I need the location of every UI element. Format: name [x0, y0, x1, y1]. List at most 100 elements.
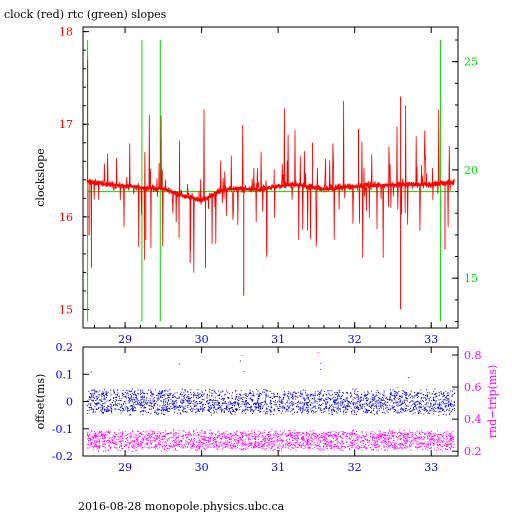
blue-offset-point — [243, 409, 244, 411]
blue-offset-point — [361, 393, 363, 395]
magenta-roundtrip-point — [246, 444, 248, 446]
blue-offset-point — [154, 411, 155, 413]
magenta-roundtrip-point — [157, 448, 159, 450]
magenta-roundtrip-point — [349, 447, 351, 449]
blue-offset-point — [343, 399, 345, 401]
magenta-roundtrip-point — [326, 446, 328, 448]
blue-offset-point — [391, 406, 393, 408]
magenta-roundtrip-point — [292, 432, 294, 434]
blue-offset-point — [299, 406, 301, 408]
blue-offset-point — [434, 388, 436, 390]
magenta-roundtrip-point — [397, 448, 399, 450]
blue-offset-point — [263, 401, 265, 403]
blue-offset-point — [335, 394, 337, 396]
blue-offset-point — [246, 397, 248, 399]
blue-offset-point — [288, 407, 289, 409]
blue-offset-point — [369, 403, 371, 405]
magenta-roundtrip-point — [227, 444, 229, 446]
blue-offset-point — [250, 392, 251, 394]
magenta-roundtrip-point — [337, 433, 339, 435]
blue-offset-point — [189, 392, 191, 394]
blue-offset-point — [251, 409, 253, 411]
blue-offset-point — [347, 409, 348, 411]
blue-offset-point — [326, 399, 328, 400]
magenta-roundtrip-point — [214, 441, 216, 443]
magenta-roundtrip-point — [208, 441, 210, 443]
blue-offset-point — [426, 397, 428, 399]
magenta-roundtrip-point — [276, 439, 278, 440]
blue-offset-point — [314, 399, 316, 401]
magenta-roundtrip-point — [192, 433, 194, 435]
magenta-roundtrip-point — [336, 431, 338, 433]
magenta-roundtrip-point — [287, 434, 289, 436]
blue-offset-point — [329, 408, 330, 410]
magenta-roundtrip-point — [334, 446, 336, 448]
blue-offset-point — [123, 409, 125, 411]
blue-offset-point — [299, 401, 301, 403]
magenta-roundtrip-point — [191, 447, 193, 449]
magenta-roundtrip-point — [174, 433, 176, 435]
magenta-roundtrip-point — [93, 446, 95, 448]
magenta-roundtrip-point — [310, 437, 312, 439]
magenta-roundtrip-point — [446, 435, 448, 437]
magenta-roundtrip-point — [147, 432, 149, 434]
blue-offset-point — [161, 405, 163, 407]
blue-offset-point — [307, 402, 309, 404]
blue-offset-point — [203, 393, 205, 395]
blue-offset-point — [426, 410, 428, 411]
blue-offset-point — [269, 408, 271, 410]
magenta-roundtrip-point — [167, 438, 169, 440]
magenta-roundtrip-point — [162, 439, 164, 441]
magenta-roundtrip-point — [105, 441, 107, 443]
blue-offset-point — [163, 403, 164, 405]
magenta-roundtrip-point — [438, 440, 440, 442]
blue-offset-point — [197, 389, 199, 391]
blue-offset-point — [195, 397, 197, 399]
blue-offset-point — [160, 395, 162, 397]
blue-offset-point — [446, 395, 448, 397]
magenta-roundtrip-point — [163, 444, 165, 446]
blue-offset-point — [438, 408, 440, 410]
blue-offset-point — [292, 397, 294, 399]
magenta-roundtrip-point — [353, 443, 355, 445]
blue-offset-point — [334, 400, 336, 402]
blue-offset-point — [332, 408, 334, 410]
magenta-roundtrip-point — [307, 433, 309, 435]
magenta-roundtrip-point — [350, 434, 351, 436]
blue-offset-point — [117, 403, 119, 405]
blue-offset-point — [367, 411, 369, 413]
magenta-roundtrip-point — [276, 450, 278, 452]
magenta-roundtrip-point — [323, 437, 325, 439]
magenta-roundtrip-point — [215, 434, 217, 436]
magenta-roundtrip-point — [253, 446, 255, 448]
blue-offset-point — [211, 404, 213, 406]
blue-offset-point — [186, 400, 188, 402]
blue-offset-point — [215, 411, 217, 413]
magenta-roundtrip-point — [330, 440, 332, 442]
magenta-roundtrip-point — [130, 436, 132, 438]
magenta-roundtrip-point — [140, 444, 142, 445]
blue-offset-point — [382, 399, 384, 401]
blue-offset-point — [141, 391, 143, 393]
magenta-roundtrip-point — [359, 447, 361, 449]
blue-offset-point — [226, 409, 228, 411]
magenta-roundtrip-point — [427, 443, 429, 445]
blue-offset-point — [350, 392, 352, 394]
blue-offset-point — [181, 395, 183, 397]
blue-offset-point — [155, 412, 157, 414]
blue-offset-point — [339, 410, 341, 412]
blue-offset-point — [359, 402, 361, 404]
magenta-roundtrip-point — [233, 439, 235, 441]
magenta-roundtrip-point — [97, 446, 99, 448]
magenta-roundtrip-point — [291, 435, 293, 437]
blue-offset-point — [399, 398, 401, 399]
magenta-roundtrip-point — [372, 449, 374, 451]
magenta-roundtrip-point — [275, 430, 277, 432]
magenta-roundtrip-point — [188, 444, 190, 446]
magenta-roundtrip-point — [122, 431, 124, 433]
blue-offset-point — [157, 410, 159, 411]
blue-offset-point — [163, 409, 165, 411]
magenta-roundtrip-point — [104, 437, 106, 439]
blue-offset-point — [115, 400, 117, 401]
blue-offset-point — [184, 393, 186, 395]
